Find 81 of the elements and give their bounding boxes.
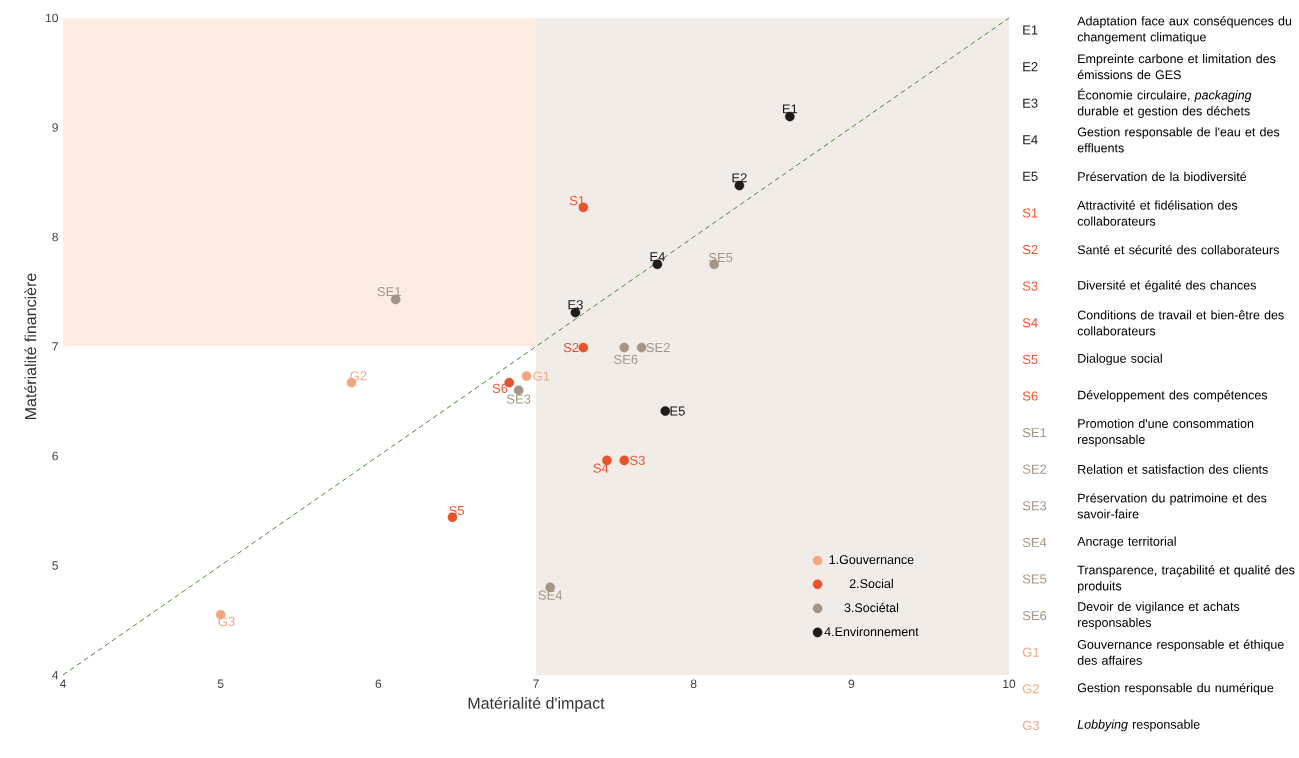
text: SE3 [1022,501,1047,511]
text: Attractivité et fidélisation des collaborateurs [1077,200,1238,226]
annotation: G1 [533,371,550,381]
annotation: S3 [630,455,645,465]
y-tick-label: 6 [52,451,58,461]
text: Adaptation face aux conséquences du changement climatique [1077,16,1292,44]
text: S2 [1022,244,1038,255]
annotation: SE4 [538,590,563,600]
legend-label: 4.Environnement [824,626,919,637]
text: SE5 [1022,574,1047,584]
x-axis-title: Matérialité d'impact [468,696,605,712]
x-tick-label: 4 [59,679,66,688]
text: S4 [1022,318,1038,328]
text: S3 [1022,281,1038,291]
y-tick-label: 7 [52,342,58,351]
x-tick-label: 8 [690,679,697,689]
annotation: E3 [568,300,583,310]
text: E5 [1023,171,1038,181]
text: Gestion responsable de l'eau et des effluents [1077,127,1280,153]
text: Empreinte carbone et limitation des émissions de GES [1077,54,1276,80]
text: SE4 [1022,537,1047,547]
x-tick-label: 7 [533,679,539,688]
y-axis-title: Matérialité financière [24,273,37,419]
text: Promotion d'une consommation responsable [1078,418,1254,447]
annotation: S2 [563,342,579,353]
text: Gouvernance responsable et éthique des affaires [1077,639,1284,665]
x-tick-label: 10 [1003,679,1016,689]
text: Devoir de vigilance et achats responsables [1078,601,1240,630]
annotation: S6 [492,383,508,394]
text: Conditions de travail et bien-être des collaborateurs [1077,310,1284,336]
text: SE2 [1022,464,1047,474]
text: Développement des compétences [1078,390,1268,402]
legend-label: 1.Gouvernance [829,555,914,565]
point [619,342,630,353]
x-tick-label: 9 [848,679,855,689]
text: E1 [1023,25,1038,35]
text: Ancrage territorial [1077,536,1176,549]
text: G3 [1022,720,1039,730]
annotation: SE1 [377,287,401,297]
annotation: E2 [732,173,747,183]
y-tick-label: 5 [52,561,58,570]
text: SE6 [1022,610,1047,621]
annotation: SE3 [506,394,531,404]
annotation: E1 [782,104,798,114]
text: Préservation de la biodiversité [1078,171,1247,182]
point [521,371,532,381]
x-tick-label: 6 [375,679,382,689]
point [660,406,671,416]
y-tick-label: 9 [52,123,58,132]
annotation: E4 [650,252,665,262]
y-tick-label: 4 [52,670,59,680]
text: SE1 [1022,427,1047,438]
annotation: SE6 [614,354,638,364]
text: Dialogue social [1078,353,1162,366]
annotation: SE2 [646,342,670,353]
legend-label: 2.Social [849,578,893,589]
text: G2 [1022,684,1039,694]
text: Lobbying responsable [1077,719,1200,732]
text: Diversité et égalité des chances [1078,280,1256,293]
legend-label: 3.Sociétal [844,602,899,613]
annotation: E5 [670,406,685,416]
point [578,342,589,353]
y-tick-label: 10 [46,13,58,23]
text: E2 [1023,62,1038,72]
y-tick-label: 8 [52,232,58,242]
text: Gestion responsable du numérique [1077,682,1274,695]
point [636,342,647,353]
text: Relation et satisfaction des clients [1078,464,1268,474]
text: Santé et sécurité des collaborateurs [1077,244,1279,255]
text: Préservation du patrimoine et des savoir-faire [1077,493,1267,519]
x-tick-label: 5 [217,679,224,688]
annotation: S4 [593,463,609,473]
text: Transparence, traçabilité et qualité des produits [1077,565,1295,593]
text: E4 [1023,135,1038,145]
text: E3 [1023,98,1038,108]
text: S5 [1022,354,1038,364]
point [619,455,630,466]
text: S1 [1022,208,1038,218]
text: S6 [1022,391,1038,401]
text: G1 [1022,647,1039,657]
text: Économie circulaire, packaging durable et gestion des déchets [1077,88,1252,118]
